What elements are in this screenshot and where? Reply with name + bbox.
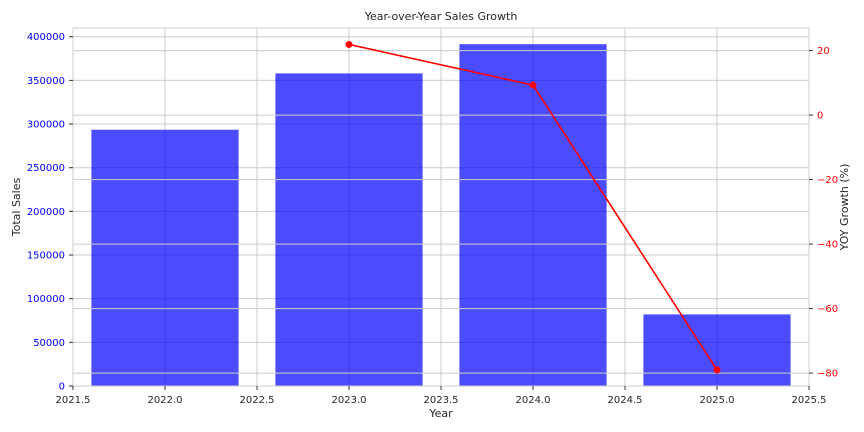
- x-axis-label: Year: [428, 407, 453, 420]
- grid-y2-layer: [73, 50, 809, 374]
- sales-bar: [643, 314, 791, 386]
- x-tick-label: 2022.5: [240, 395, 275, 406]
- y2-tick-label: −40: [817, 240, 838, 251]
- y-tick-label: 150000: [27, 251, 65, 262]
- y2-tick-label: −20: [817, 175, 838, 186]
- x-tick-label: 2023.5: [424, 395, 459, 406]
- x-tick-label: 2025.5: [792, 395, 827, 406]
- y2-tick-label: −80: [817, 369, 838, 380]
- y-tick-label: 300000: [27, 120, 65, 131]
- y-tick-label: 200000: [27, 207, 65, 218]
- ticks-layer: 2021.5 2022.0 2022.5 2023.0 2023.5 2024.0 2024…: [27, 32, 838, 406]
- growth-point: [345, 40, 353, 48]
- y2-tick-label: −60: [817, 304, 838, 315]
- line-layer: [345, 40, 721, 374]
- x-tick-label: 2025.0: [700, 395, 735, 406]
- sales-bar: [459, 44, 607, 387]
- y-tick-label: 400000: [27, 32, 65, 43]
- y-tick-label: 100000: [27, 294, 65, 305]
- chart-title: Year-over-Year Sales Growth: [364, 10, 518, 23]
- y-tick-label: 350000: [27, 76, 65, 87]
- y-tick-label: 250000: [27, 163, 65, 174]
- sales-bar: [275, 73, 423, 386]
- x-tick-label: 2021.5: [56, 395, 91, 406]
- growth-point: [713, 366, 721, 374]
- x-tick-label: 2023.0: [332, 395, 367, 406]
- y2-axis-label: YOY Growth (%): [838, 164, 851, 252]
- x-tick-label: 2022.0: [148, 395, 183, 406]
- y-axis-label: Total Sales: [10, 178, 23, 238]
- y-tick-label: 50000: [33, 338, 65, 349]
- bars-layer: [91, 44, 791, 387]
- y-tick-label: 0: [59, 382, 65, 393]
- growth-point: [529, 81, 537, 89]
- x-tick-label: 2024.5: [608, 395, 643, 406]
- x-tick-label: 2024.0: [516, 395, 551, 406]
- y2-tick-label: 20: [817, 46, 830, 57]
- sales-bar: [91, 129, 239, 386]
- y2-tick-label: 0: [817, 111, 823, 122]
